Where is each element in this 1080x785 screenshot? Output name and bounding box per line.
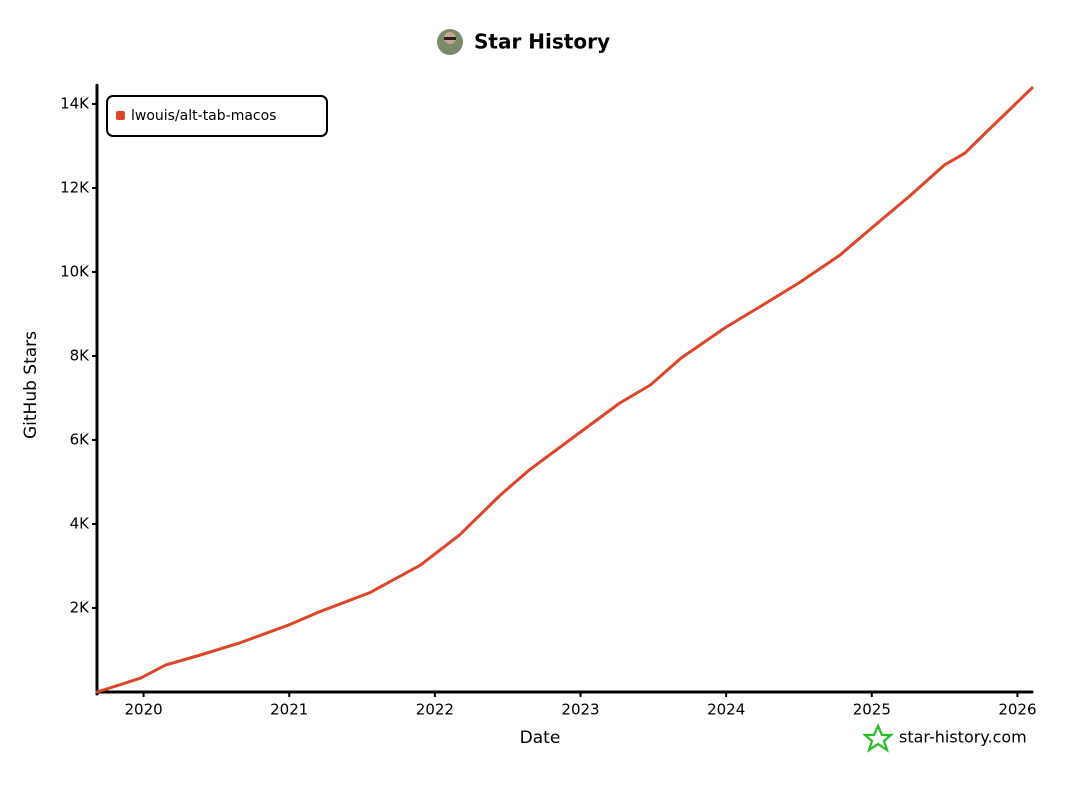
- title-icon: [437, 29, 463, 55]
- legend-swatch: [116, 111, 125, 120]
- y-tick-label: 10K: [60, 263, 90, 281]
- y-tick-label: 12K: [60, 179, 90, 197]
- legend-label: lwouis/alt-tab-macos: [131, 108, 276, 124]
- y-tick-label: 4K: [70, 515, 91, 533]
- watermark: star-history.com: [899, 728, 1027, 747]
- y-tick-label: 8K: [70, 347, 91, 365]
- series-line: [95, 86, 1034, 694]
- x-tick-label: 2020: [125, 701, 163, 719]
- y-axis-label: GitHub Stars: [21, 331, 41, 439]
- x-tick-label: 2022: [416, 701, 454, 719]
- x-axis-label: Date: [520, 728, 561, 748]
- x-tick-label: 2025: [853, 701, 891, 719]
- y-tick-label: 2K: [70, 599, 91, 617]
- x-tick-label: 2021: [270, 701, 308, 719]
- watermark-icon: [862, 723, 894, 753]
- x-tick-label: 2026: [998, 701, 1036, 719]
- y-tick-label: 6K: [70, 431, 91, 449]
- legend-box: [106, 95, 328, 137]
- chart-title: Star History: [474, 30, 610, 54]
- x-tick-label: 2023: [561, 701, 599, 719]
- y-tick-label: 14K: [60, 95, 90, 113]
- x-tick-label: 2024: [707, 701, 745, 719]
